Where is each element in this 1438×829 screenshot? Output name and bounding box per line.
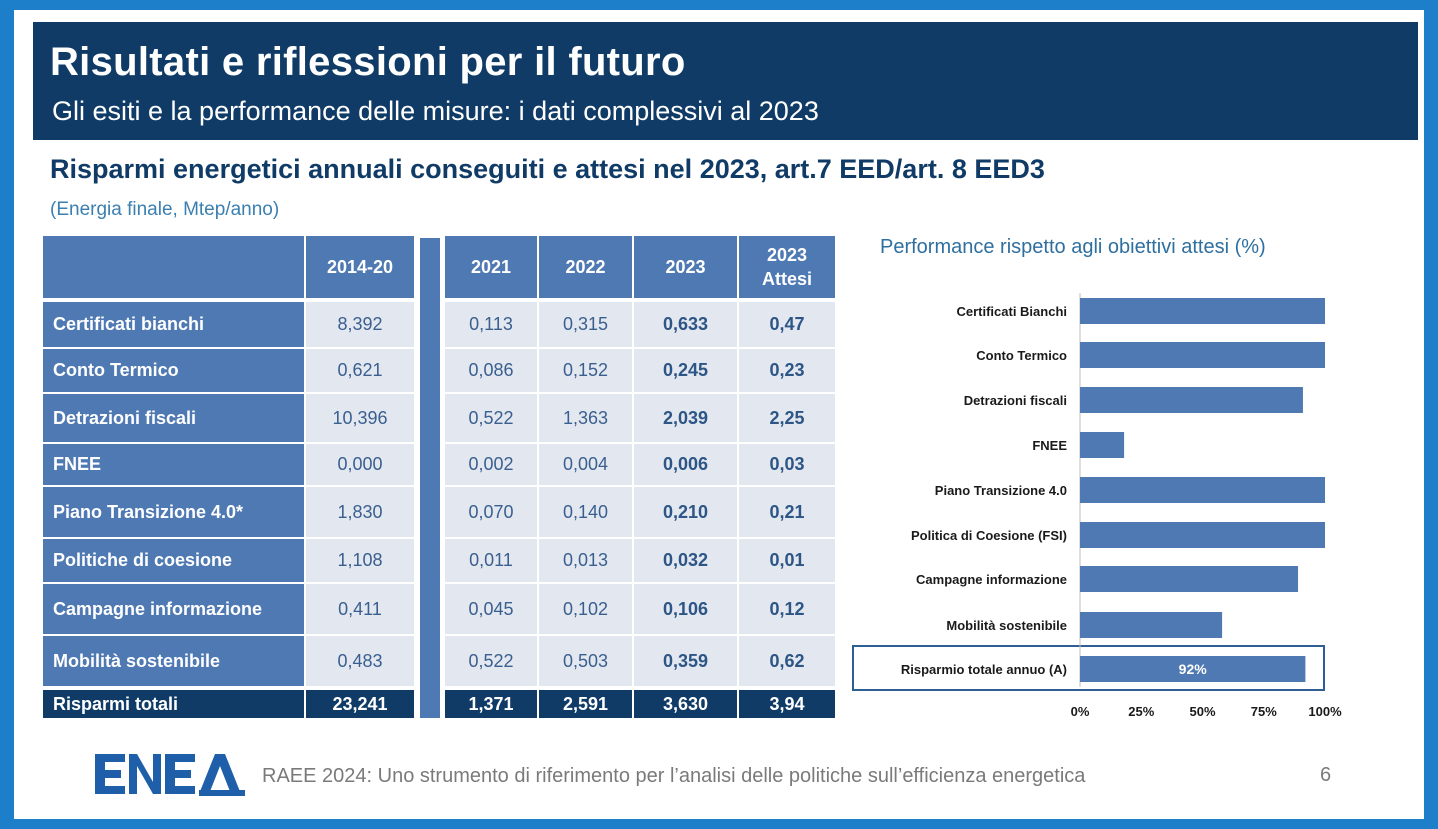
row-label: Mobilità sostenibile: [43, 636, 304, 686]
total-cell: 3,94: [739, 690, 835, 718]
table-cell: 0,113: [445, 302, 537, 347]
table-cell: 0,621: [306, 349, 414, 392]
bar: [1080, 612, 1223, 638]
table-cell: 0,522: [445, 636, 537, 686]
bar: [1080, 477, 1325, 503]
x-tick-label: 0%: [1071, 704, 1090, 719]
table-cell: 0,086: [445, 349, 537, 392]
bar: [1080, 342, 1325, 368]
category-label: Certificati Bianchi: [956, 304, 1067, 319]
total-cell: 2,591: [539, 690, 632, 718]
table-cell: 0,006: [634, 444, 737, 485]
table-cell: 0,140: [539, 487, 632, 537]
bar: [1080, 432, 1125, 458]
enea-logo: [95, 752, 245, 803]
performance-chart: Certificati Bianchi Conto Termico Detrazio…: [852, 293, 1342, 719]
bar: [1080, 656, 1306, 682]
table-cell: 8,392: [306, 302, 414, 347]
row-label: Conto Termico: [43, 349, 304, 392]
category-label: Piano Transizione 4.0: [935, 483, 1067, 498]
x-tick-label: 50%: [1189, 704, 1215, 719]
row-label: Piano Transizione 4.0*: [43, 487, 304, 537]
category-label: Politica di Coesione (FSI): [911, 528, 1067, 543]
total-label: Risparmi totali: [43, 690, 304, 718]
table-header-blank: [43, 236, 304, 298]
x-tick-label: 25%: [1128, 704, 1154, 719]
row-label: Detrazioni fiscali: [43, 394, 304, 442]
table-cell: 0,152: [539, 349, 632, 392]
bar: [1080, 566, 1299, 592]
column-header: 2023 Attesi: [739, 236, 835, 298]
table-cell: 0,004: [539, 444, 632, 485]
table-cell: 0,23: [739, 349, 835, 392]
category-label: FNEE: [1032, 438, 1067, 453]
total-cell: 3,630: [634, 690, 737, 718]
bar: [1080, 387, 1303, 413]
table-cell: 0,011: [445, 539, 537, 582]
column-header: 2023: [634, 236, 737, 298]
table-cell: 0,013: [539, 539, 632, 582]
table-cell: 0,070: [445, 487, 537, 537]
slide-subtitle: Gli esiti e la performance delle misure:…: [52, 96, 819, 126]
table-cell: 1,830: [306, 487, 414, 537]
table-cell: 0,47: [739, 302, 835, 347]
category-label: Campagne informazione: [916, 572, 1067, 587]
total-cell: 1,371: [445, 690, 537, 718]
column-header: 2014-20: [306, 236, 414, 298]
chart-title: Performance rispetto agli obiettivi atte…: [880, 236, 1266, 258]
data-label: 92%: [1179, 661, 1208, 677]
total-highlight-box: [852, 645, 1325, 691]
section-heading: Risparmi energetici annuali conseguiti e…: [50, 154, 1045, 184]
table-cell: 1,363: [539, 394, 632, 442]
table-cell: 0,633: [634, 302, 737, 347]
table-cell: 0,315: [539, 302, 632, 347]
row-label: Politiche di coesione: [43, 539, 304, 582]
row-label: FNEE: [43, 444, 304, 485]
column-header: 2021: [445, 236, 537, 298]
slide-title: Risultati e riflessioni per il futuro: [50, 40, 686, 84]
table-cell: 0,045: [445, 584, 537, 634]
title-banner: [33, 22, 1418, 140]
table-cell: 0,002: [445, 444, 537, 485]
total-cell: 23,241: [306, 690, 414, 718]
category-label: Conto Termico: [976, 348, 1067, 363]
table-cell: 0,62: [739, 636, 835, 686]
table-cell: 0,106: [634, 584, 737, 634]
table-separator: [420, 238, 440, 718]
table-cell: 0,411: [306, 584, 414, 634]
table-cell: 1,108: [306, 539, 414, 582]
x-tick-label: 100%: [1308, 704, 1342, 719]
category-label: Detrazioni fiscali: [964, 393, 1067, 408]
table-cell: 2,25: [739, 394, 835, 442]
table-cell: 0,102: [539, 584, 632, 634]
table-cell: 0,503: [539, 636, 632, 686]
row-label: Campagne informazione: [43, 584, 304, 634]
bar: [1080, 522, 1325, 548]
x-tick-label: 75%: [1251, 704, 1277, 719]
table-cell: 0,245: [634, 349, 737, 392]
footer-text: RAEE 2024: Uno strumento di riferimento …: [262, 765, 1086, 787]
table-cell: 0,483: [306, 636, 414, 686]
category-label: Mobilità sostenibile: [946, 618, 1067, 633]
table-cell: 0,522: [445, 394, 537, 442]
table-cell: 0,03: [739, 444, 835, 485]
table-cell: 0,210: [634, 487, 737, 537]
category-label: Risparmio totale annuo (A): [901, 662, 1067, 677]
table-cell: 0,12: [739, 584, 835, 634]
table-cell: 0,000: [306, 444, 414, 485]
table-cell: 0,01: [739, 539, 835, 582]
table-cell: 10,396: [306, 394, 414, 442]
table-cell: 2,039: [634, 394, 737, 442]
table-cell: 0,032: [634, 539, 737, 582]
table-cell: 0,359: [634, 636, 737, 686]
bar: [1080, 298, 1325, 324]
unit-note: (Energia finale, Mtep/anno): [50, 199, 280, 220]
table-cell: 0,21: [739, 487, 835, 537]
row-label: Certificati bianchi: [43, 302, 304, 347]
column-header: 2022: [539, 236, 632, 298]
page-number: 6: [1320, 764, 1332, 786]
